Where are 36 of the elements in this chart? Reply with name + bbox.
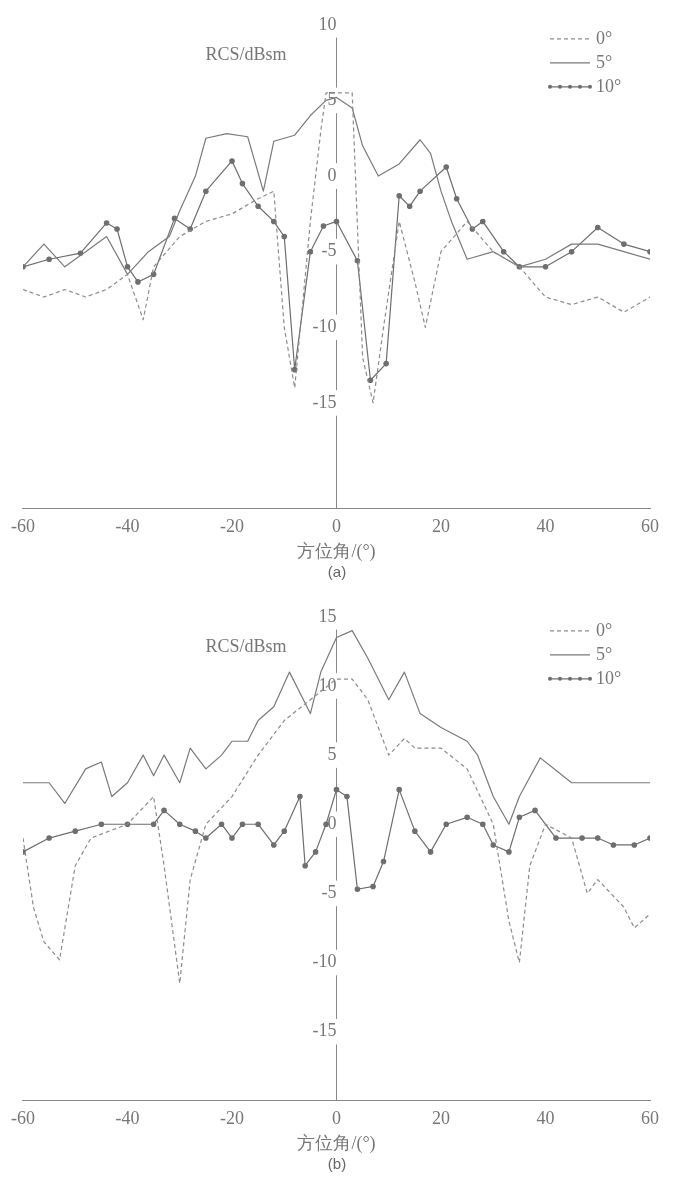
legend-label: 10° xyxy=(596,75,622,96)
x-tick-label: 20 xyxy=(432,1108,450,1129)
x-axis-title: 方位角/(°) xyxy=(297,540,376,562)
x-tick-label: -40 xyxy=(115,1108,140,1129)
x-tick-label: 60 xyxy=(641,1108,659,1129)
y-tick-label: -15 xyxy=(312,1020,337,1041)
x-tick-label: -20 xyxy=(220,1108,244,1129)
y-tick-label: 0 xyxy=(327,164,337,185)
x-axis-title: 方位角/(°) xyxy=(297,1132,376,1154)
x-tick-label: 20 xyxy=(432,516,450,537)
y-tick-label: 0 xyxy=(327,812,337,833)
y-tick-label: -10 xyxy=(312,951,337,972)
y-axis-title: RCS/dBsm xyxy=(205,635,287,656)
x-tick-label: -60 xyxy=(11,516,35,537)
y-tick-label: 15 xyxy=(318,605,337,626)
y-tick-label: -10 xyxy=(312,316,337,337)
y-tick-label: 5 xyxy=(327,743,337,764)
y-tick-label: -15 xyxy=(312,391,337,412)
x-tick-label: 40 xyxy=(536,1108,555,1129)
text: (a) xyxy=(326,563,348,580)
text: (b) xyxy=(326,1155,348,1172)
x-tick-label: -60 xyxy=(11,1108,35,1129)
x-tick-label: -20 xyxy=(220,516,244,537)
legend-label: 5° xyxy=(596,51,613,72)
x-tick-label: -40 xyxy=(115,516,140,537)
y-axis-title: RCS/dBsm xyxy=(205,43,287,64)
y-tick-label: 10 xyxy=(318,13,337,34)
y-tick-label: -5 xyxy=(321,240,337,261)
legend-label: 5° xyxy=(596,643,613,664)
x-tick-label: 40 xyxy=(536,516,555,537)
y-tick-label: -5 xyxy=(321,882,337,903)
legend-label: 10° xyxy=(596,667,622,688)
x-tick-label: 60 xyxy=(641,516,659,537)
legend-label: 0° xyxy=(596,27,613,48)
y-tick-label: 10 xyxy=(318,674,337,695)
legend-label: 0° xyxy=(596,619,613,640)
